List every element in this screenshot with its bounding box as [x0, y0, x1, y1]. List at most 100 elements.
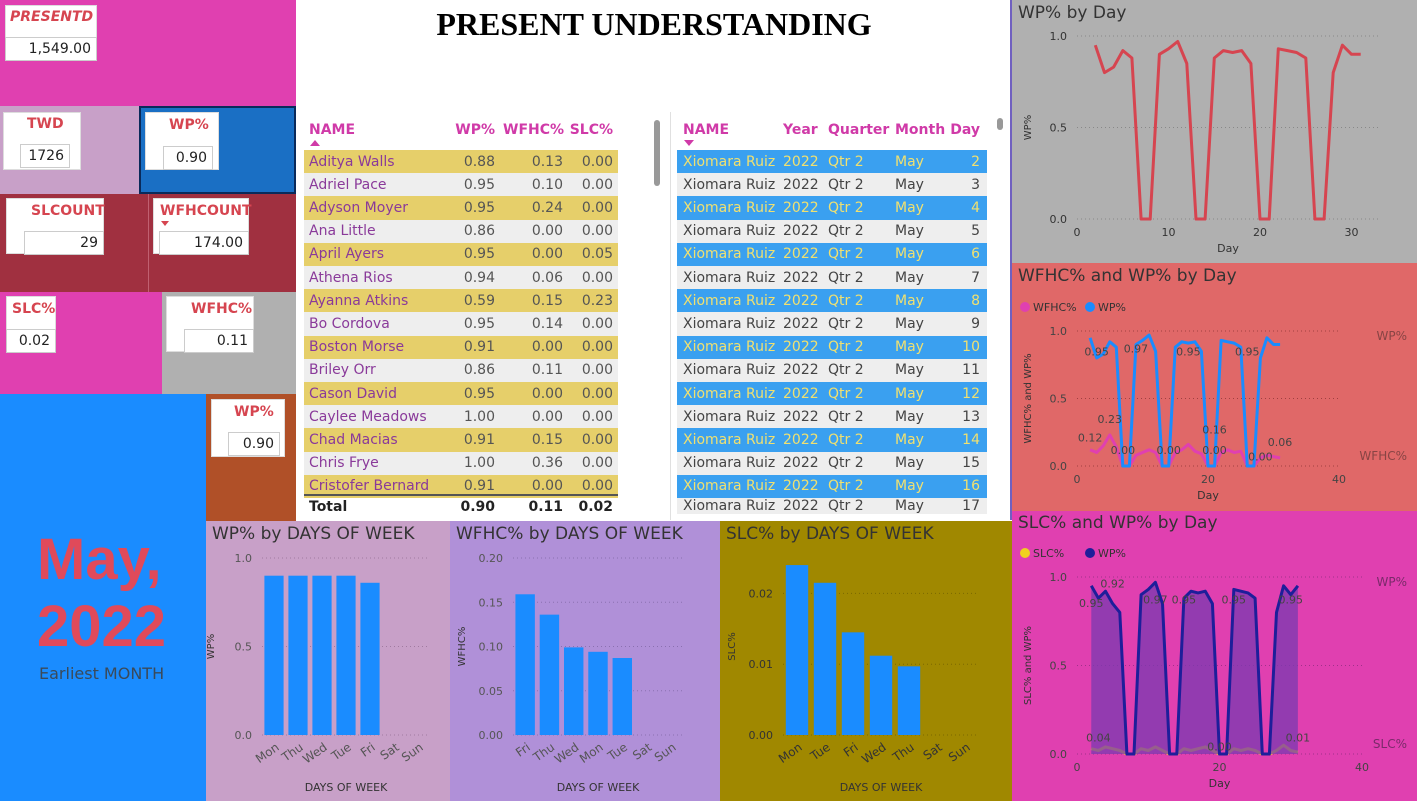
x-tick-label: 30	[1345, 226, 1359, 239]
sort-desc-icon	[684, 140, 694, 146]
table-row[interactable]: Xiomara Ruiz 2022 Qtr 2 May 13	[677, 405, 987, 429]
table-row[interactable]: Bo Cordova 0.95 0.14 0.00	[304, 312, 618, 336]
bar-wed[interactable]	[869, 655, 893, 735]
table2-header-name[interactable]: NAME	[683, 122, 730, 138]
table2-header-year[interactable]: Year	[783, 122, 818, 138]
wfhc-by-dow-chart: WFHC% by DAYS OF WEEK 0.00 0.05 0.10 0.15 0.…	[450, 521, 720, 801]
bar-tue[interactable]	[336, 575, 356, 735]
table-row[interactable]: Adyson Moyer 0.95 0.24 0.00	[304, 196, 618, 220]
table-row[interactable]: Xiomara Ruiz 2022 Qtr 2 May 11	[677, 358, 987, 382]
x-tick-label: Fri	[513, 740, 533, 760]
table-row[interactable]: Caylee Meadows 1.00 0.00 0.00	[304, 405, 618, 429]
table-row[interactable]: Chad Macias 0.91 0.15 0.00	[304, 428, 618, 452]
bar-fri[interactable]	[515, 594, 535, 735]
table-row[interactable]: Cason David 0.95 0.00 0.00	[304, 382, 618, 406]
table-cell: May	[895, 431, 924, 448]
table-row[interactable]: Xiomara Ruiz 2022 Qtr 2 May 3	[677, 173, 987, 197]
bar-thu[interactable]	[288, 575, 308, 735]
table-row[interactable]: Xiomara Ruiz 2022 Qtr 2 May 12	[677, 382, 987, 406]
wfhc-value: 0.11	[184, 329, 254, 353]
table-cell: 0.59	[463, 292, 495, 309]
wp-card-top[interactable]: WP% 0.90	[139, 106, 296, 194]
table1-header-name[interactable]: NAME	[309, 122, 356, 138]
table-row[interactable]: Athena Rios 0.94 0.06 0.00	[304, 266, 618, 290]
table-row[interactable]: Cristofer Bernard 0.91 0.00 0.00	[304, 474, 618, 498]
table-row[interactable]: Ana Little 0.86 0.00 0.00	[304, 219, 618, 243]
table-cell: 0.11	[531, 362, 563, 379]
table-row[interactable]: Aditya Walls 0.88 0.13 0.00	[304, 150, 618, 174]
y-axis-label: WFHC%	[457, 627, 468, 667]
table-row[interactable]: Xiomara Ruiz 2022 Qtr 2 May 5	[677, 219, 987, 243]
table-row[interactable]: Xiomara Ruiz 2022 Qtr 2 May 6	[677, 242, 987, 266]
table-cell: Qtr 2	[828, 199, 864, 216]
y-tick-label: 1.0	[1050, 571, 1068, 584]
table1-header-wp[interactable]: WP%	[455, 122, 495, 138]
table-row[interactable]: Xiomara Ruiz 2022 Qtr 2 May 2	[677, 150, 987, 174]
bar-tue[interactable]	[612, 658, 632, 735]
table-cell: Cristofer Bernard	[309, 478, 430, 495]
bar-mon[interactable]	[264, 575, 284, 735]
table-row[interactable]: Ayanna Atkins 0.59 0.15 0.23	[304, 289, 618, 313]
table2-header-month[interactable]: Month	[895, 122, 946, 138]
table-row[interactable]: Xiomara Ruiz 2022 Qtr 2 May 4	[677, 196, 987, 220]
total-cell: 0.90	[460, 499, 495, 515]
table2-header-quarter[interactable]: Quarter	[828, 122, 890, 138]
table-cell: 0.00	[581, 199, 613, 216]
total-cell: Total	[309, 499, 348, 515]
y-tick-label: 1.0	[1050, 30, 1068, 43]
table-cell: 0.00	[581, 223, 613, 240]
table1-header-slc[interactable]: SLC%	[569, 122, 613, 138]
table-row[interactable]: Boston Morse 0.91 0.00 0.00	[304, 335, 618, 359]
series-line-wp	[1093, 40, 1361, 221]
table-row[interactable]: Briley Orr 0.86 0.11 0.00	[304, 358, 618, 382]
table-row[interactable]: Xiomara Ruiz 2022 Qtr 2 May 15	[677, 451, 987, 475]
bar-thu[interactable]	[539, 614, 560, 735]
table1-scrollbar[interactable]	[654, 120, 660, 186]
table-cell: May	[895, 292, 924, 309]
table-row[interactable]: Xiomara Ruiz 2022 Qtr 2 May 10	[677, 335, 987, 359]
bar-mon[interactable]	[588, 651, 608, 735]
bar-wed[interactable]	[564, 647, 584, 735]
wfhcount-card: WFHCOUNT 174.00	[148, 194, 296, 292]
table-cell: 0.00	[531, 223, 563, 240]
series-line-wp	[1088, 333, 1281, 468]
table2-header-day[interactable]: Day	[950, 122, 980, 138]
month-card: May, 2022 Earliest MONTH	[0, 394, 206, 801]
y-axis-label: WFHC% and WP%	[1023, 353, 1034, 443]
bar-fri[interactable]	[841, 632, 865, 735]
table-row[interactable]: Chris Frye 1.00 0.36 0.00	[304, 451, 618, 475]
wfhc-label: WFHC%	[191, 301, 253, 317]
legend-label[interactable]: WFHC%	[1033, 301, 1077, 314]
table2-scrollbar[interactable]	[997, 118, 1003, 130]
legend-label[interactable]: WP%	[1098, 547, 1126, 560]
table-row[interactable]: Adriel Pace 0.95 0.10 0.00	[304, 173, 618, 197]
table-row[interactable]: April Ayers 0.95 0.00 0.05	[304, 242, 618, 266]
table-row[interactable]: Xiomara Ruiz 2022 Qtr 2 May 8	[677, 289, 987, 313]
data-label: 0.00	[1156, 444, 1181, 457]
table-cell: 0.00	[581, 362, 613, 379]
table-cell: 0.86	[463, 362, 495, 379]
bar-fri[interactable]	[360, 582, 380, 735]
table-row[interactable]: Xiomara Ruiz 2022 Qtr 2 May 7	[677, 266, 987, 290]
x-tick-label: Sun	[946, 740, 973, 765]
table1-header-wfhc[interactable]: WFHC%	[503, 122, 565, 138]
table-cell: May	[895, 153, 924, 170]
table-cell: May	[895, 315, 924, 332]
table-cell: 0.13	[531, 153, 563, 170]
bar-mon[interactable]	[785, 565, 809, 735]
table-cell: May	[895, 269, 924, 286]
bar-thu[interactable]	[897, 666, 921, 735]
right-series-label: SLC%	[1373, 737, 1407, 751]
table-row[interactable]: Xiomara Ruiz 2022 Qtr 2 May 14	[677, 428, 987, 452]
table-cell: 0.00	[581, 153, 613, 170]
legend-label[interactable]: WP%	[1098, 301, 1126, 314]
table-row[interactable]: Xiomara Ruiz 2022 Qtr 2 May 9	[677, 312, 987, 336]
bar-wed[interactable]	[312, 575, 332, 735]
table-row[interactable]: Xiomara Ruiz 2022 Qtr 2 May 17	[677, 498, 987, 514]
table-row[interactable]: Xiomara Ruiz 2022 Qtr 2 May 16	[677, 474, 987, 498]
right-series-label: WP%	[1376, 329, 1407, 343]
table-cell: Xiomara Ruiz	[683, 339, 776, 356]
table-cell: Qtr 2	[828, 455, 864, 472]
legend-label[interactable]: SLC%	[1033, 547, 1064, 560]
bar-tue[interactable]	[813, 582, 837, 735]
